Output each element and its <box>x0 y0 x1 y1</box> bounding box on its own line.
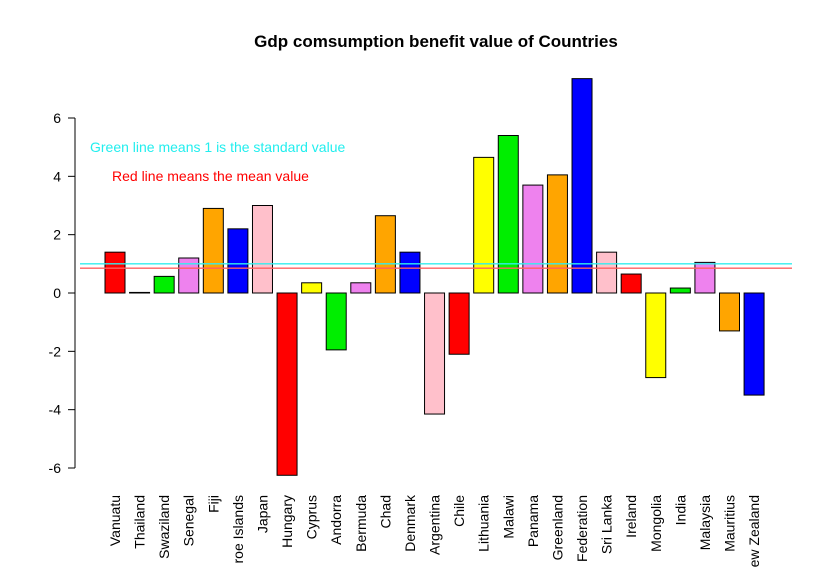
bar <box>620 273 642 294</box>
bar <box>350 282 372 294</box>
bar <box>129 291 151 294</box>
bar <box>571 78 593 294</box>
bar <box>374 215 396 294</box>
x-tick-label: Swaziland <box>156 495 172 559</box>
x-tick-label: Chile <box>451 495 467 527</box>
x-tick-label: Ireland <box>623 495 639 538</box>
bar <box>202 207 224 294</box>
y-tick-label: -6 <box>49 460 62 476</box>
chart-title: Gdp comsumption benefit value of Countri… <box>254 32 618 51</box>
x-tick-label: Cyprus <box>304 495 320 539</box>
annotation: Green line means 1 is the standard value <box>90 139 345 155</box>
x-tick-label: Lithuania <box>476 495 492 552</box>
x-tick-label: Vanuatu <box>107 495 123 546</box>
bar <box>399 251 421 294</box>
bar <box>669 287 691 294</box>
x-tick-label: Japan <box>254 495 270 533</box>
x-tick-label: Greenland <box>549 495 565 560</box>
x-tick-label: ew Zealand <box>746 495 762 567</box>
bar <box>448 292 470 355</box>
bar <box>178 257 200 294</box>
x-tick-label: Argentina <box>427 495 443 555</box>
x-tick-label: Panama <box>525 495 541 547</box>
bar <box>546 174 568 294</box>
x-tick-label: India <box>672 495 688 526</box>
bar <box>473 156 495 294</box>
y-tick-label: 6 <box>53 110 61 126</box>
y-tick-label: -4 <box>49 402 62 418</box>
bar <box>104 251 126 294</box>
bar <box>301 282 323 294</box>
x-tick-label: Senegal <box>181 495 197 546</box>
bar <box>251 205 273 294</box>
x-tick-label: Chad <box>377 495 393 528</box>
y-tick-label: -2 <box>49 343 62 359</box>
bar <box>719 292 740 332</box>
x-tick-label: Mauritius <box>722 495 738 552</box>
x-tick-label: Malaysia <box>697 495 713 550</box>
x-tick-label: Hungary <box>279 495 295 548</box>
x-tick-label: roe Islands <box>230 495 246 563</box>
x-tick-label: Sri Lanka <box>599 495 615 554</box>
y-tick-label: 0 <box>53 285 61 301</box>
bar <box>276 292 298 476</box>
annotation: Red line means the mean value <box>112 168 309 184</box>
x-tick-label: Andorra <box>328 495 344 545</box>
x-tick-label: Mongolia <box>648 495 664 552</box>
y-tick-label: 4 <box>53 168 61 184</box>
x-tick-label: Malawi <box>500 495 516 539</box>
x-tick-label: Fiji <box>205 495 221 513</box>
bar <box>522 184 544 294</box>
bar <box>424 292 446 415</box>
bar <box>497 135 519 294</box>
bar <box>645 292 667 379</box>
bar <box>596 251 618 294</box>
y-tick-label: 2 <box>53 227 61 243</box>
bar <box>743 292 765 396</box>
x-tick-label: Denmark <box>402 494 418 552</box>
bar <box>227 228 249 294</box>
bar <box>694 261 716 294</box>
bar <box>325 292 347 351</box>
x-tick-label: Bermuda <box>353 495 369 552</box>
x-tick-label: Federation <box>574 495 590 562</box>
x-tick-label: Thailand <box>132 495 148 549</box>
bar <box>153 275 175 294</box>
